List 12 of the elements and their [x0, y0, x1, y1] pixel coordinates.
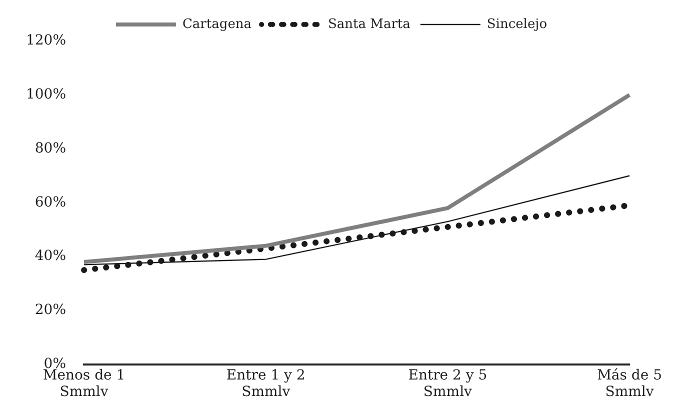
y-tick-label: 80% [34, 140, 66, 156]
legend-label: Santa Marta [328, 16, 411, 32]
legend-label: Cartagena [182, 16, 252, 32]
y-tick-label: 40% [34, 248, 66, 264]
x-tick-label: Más de 5 Smmlv [597, 367, 662, 400]
legend-label: Sincelejo [486, 16, 548, 32]
y-tick-label: 100% [26, 86, 66, 103]
y-tick-label: 120% [26, 32, 66, 49]
y-tick-label: 60% [34, 194, 66, 210]
y-tick-label: 20% [34, 302, 66, 318]
x-tick-label: Entre 2 y 5 Smmlv [408, 367, 488, 400]
x-tick-label: Entre 1 y 2 Smmlv [226, 367, 306, 400]
